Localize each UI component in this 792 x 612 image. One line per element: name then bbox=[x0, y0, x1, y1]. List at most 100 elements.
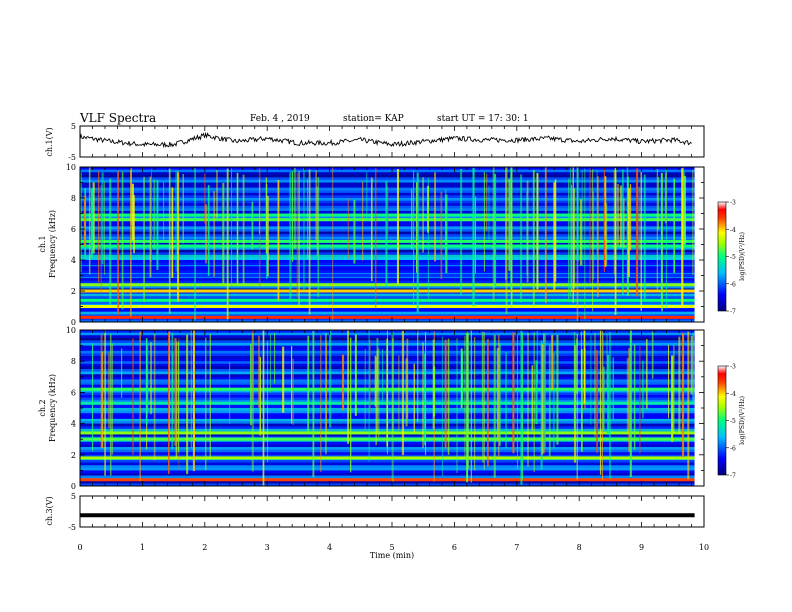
ch1-voltage-ylabel-line: ch.1(V) bbox=[45, 127, 54, 156]
ch2-sferic bbox=[413, 363, 415, 433]
ch2-sferic bbox=[493, 334, 496, 478]
ch1-sferic bbox=[554, 179, 557, 282]
ch1-sferic bbox=[526, 180, 529, 283]
ch1-sferic bbox=[194, 168, 196, 320]
ch1-gap bbox=[694, 167, 704, 322]
ch2-spectrogram-ylabel-line: ch.2 bbox=[38, 399, 47, 416]
ch2-sferic bbox=[147, 344, 149, 414]
ch1-sferic bbox=[640, 171, 642, 311]
ch2-sferic bbox=[209, 333, 211, 460]
ch2-row bbox=[80, 473, 695, 476]
ch2-sferic bbox=[392, 338, 394, 434]
ch2-sferic bbox=[444, 339, 447, 449]
ch1-sferic bbox=[638, 186, 640, 260]
ch1-sferic bbox=[204, 204, 208, 264]
ch1-sferic bbox=[80, 172, 82, 273]
ch2-sferic bbox=[447, 338, 450, 455]
ch2-sferic bbox=[104, 330, 106, 476]
ch2-sferic bbox=[466, 331, 469, 483]
ch1-row bbox=[80, 314, 695, 318]
ch1-sferic bbox=[572, 167, 574, 303]
ch1-sferic bbox=[353, 199, 356, 264]
ch1-sferic bbox=[657, 176, 659, 230]
ch1-sferic bbox=[171, 187, 174, 278]
ch2-sferic bbox=[487, 339, 489, 467]
x-tick-label: 1 bbox=[140, 543, 145, 552]
ch1-sferic bbox=[121, 171, 124, 310]
ch1-sferic bbox=[628, 188, 630, 277]
ch1-row bbox=[80, 301, 695, 305]
ch1-colorbar-tick-label: -3 bbox=[730, 200, 736, 207]
ch1-band bbox=[80, 289, 695, 293]
ch2-sferic bbox=[401, 330, 405, 456]
x-tick-label: 9 bbox=[639, 543, 644, 552]
ch1-sferic bbox=[474, 196, 476, 274]
ch1-sferic bbox=[396, 169, 400, 284]
ch1-sferic bbox=[427, 177, 429, 301]
ch1-sferic bbox=[347, 198, 349, 260]
ch3-voltage-ytick-label: 5 bbox=[71, 492, 76, 501]
ch2-sferic bbox=[594, 333, 596, 437]
ch2-sferic bbox=[168, 331, 170, 475]
ch1-sferic bbox=[317, 177, 320, 298]
ch2-sferic bbox=[192, 330, 195, 472]
ch1-sferic bbox=[267, 195, 269, 277]
ch2-sferic bbox=[481, 335, 483, 406]
ch2-sferic bbox=[580, 331, 582, 389]
ch1-sferic bbox=[681, 168, 684, 307]
ch1-sferic bbox=[315, 170, 317, 241]
ch1-sferic bbox=[617, 183, 619, 245]
ch1-sferic bbox=[570, 184, 572, 290]
x-tick-label: 4 bbox=[327, 543, 332, 552]
ch1-sferic bbox=[553, 182, 556, 290]
ch2-sferic bbox=[145, 338, 148, 426]
ch2-colorbar-tick-label: -4 bbox=[730, 391, 736, 398]
ch1-sferic bbox=[576, 167, 579, 262]
ch1-sferic bbox=[175, 171, 177, 272]
ch1-sferic bbox=[411, 189, 413, 250]
ch2-sferic bbox=[522, 332, 524, 480]
ch2-sferic bbox=[482, 331, 484, 463]
ch1-sferic bbox=[182, 173, 184, 244]
ch1-trace bbox=[79, 131, 692, 149]
ch2-sferic bbox=[417, 330, 419, 423]
ch1-row bbox=[80, 311, 695, 315]
ch1-sferic bbox=[505, 167, 507, 280]
ch1-voltage-ytick-label: -5 bbox=[68, 153, 76, 162]
ch2-row bbox=[80, 467, 695, 471]
ch1-sferic bbox=[508, 178, 511, 271]
x-tick-label: 2 bbox=[202, 543, 207, 552]
ch1-sferic bbox=[656, 168, 659, 291]
ch2-sferic bbox=[576, 334, 578, 480]
ch1-spectrogram-ytick-label: 10 bbox=[66, 163, 76, 172]
ch2-sferic bbox=[121, 348, 123, 398]
ch1-sferic bbox=[308, 169, 311, 315]
ch2-sferic bbox=[139, 331, 141, 482]
ch2-spectrogram-ytick-label: 10 bbox=[66, 326, 76, 335]
ch2-row bbox=[80, 465, 695, 469]
ch1-colorbar bbox=[717, 201, 727, 312]
ch2-sferic bbox=[607, 354, 610, 435]
ch2-sferic bbox=[556, 334, 559, 445]
ch1-voltage-ylabel: ch.1(V) bbox=[45, 127, 54, 156]
ch1-sferic bbox=[486, 173, 488, 232]
ch2-row bbox=[80, 475, 695, 479]
ch1-row bbox=[80, 174, 695, 178]
ch2-sferic bbox=[320, 335, 322, 472]
ch1-sferic bbox=[589, 168, 591, 283]
ch1-sferic bbox=[168, 168, 171, 314]
ch2-sferic bbox=[150, 342, 152, 415]
x-tick-label: 10 bbox=[699, 543, 709, 552]
date-label: Feb. 4 , 2019 bbox=[250, 114, 310, 124]
ch2-sferic bbox=[251, 330, 254, 401]
ch1-sferic bbox=[413, 170, 415, 306]
ch1-sferic bbox=[434, 172, 437, 262]
ch2-sferic bbox=[642, 360, 644, 419]
ch1-sferic bbox=[296, 172, 298, 298]
ch1-row bbox=[80, 293, 695, 297]
ch2-sferic bbox=[551, 334, 554, 391]
ch2-sferic bbox=[251, 333, 254, 472]
ch2-spectrogram-ytick-label: 8 bbox=[71, 357, 76, 366]
ch2-sferic bbox=[229, 362, 231, 424]
